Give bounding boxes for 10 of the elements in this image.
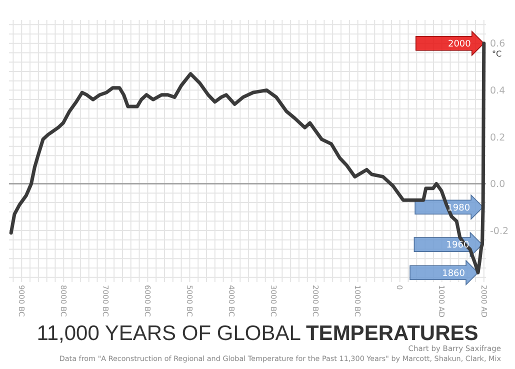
line-series [9, 42, 486, 274]
annotation: 2000 [448, 40, 472, 50]
y-tick-label: 0.6 [490, 38, 506, 50]
y-tick-label: 0.2 [490, 132, 506, 144]
y-tick-label: 0.4 [490, 86, 506, 97]
text: 11,000 YEARS OF GLOBAL TEMPERATURES [36, 322, 478, 345]
annotation: 1860 [442, 268, 466, 279]
y-tick-label: 0.0 [490, 179, 506, 190]
y-tick-label: -0.2 [490, 226, 509, 237]
y-axis-title: °C [492, 49, 502, 58]
